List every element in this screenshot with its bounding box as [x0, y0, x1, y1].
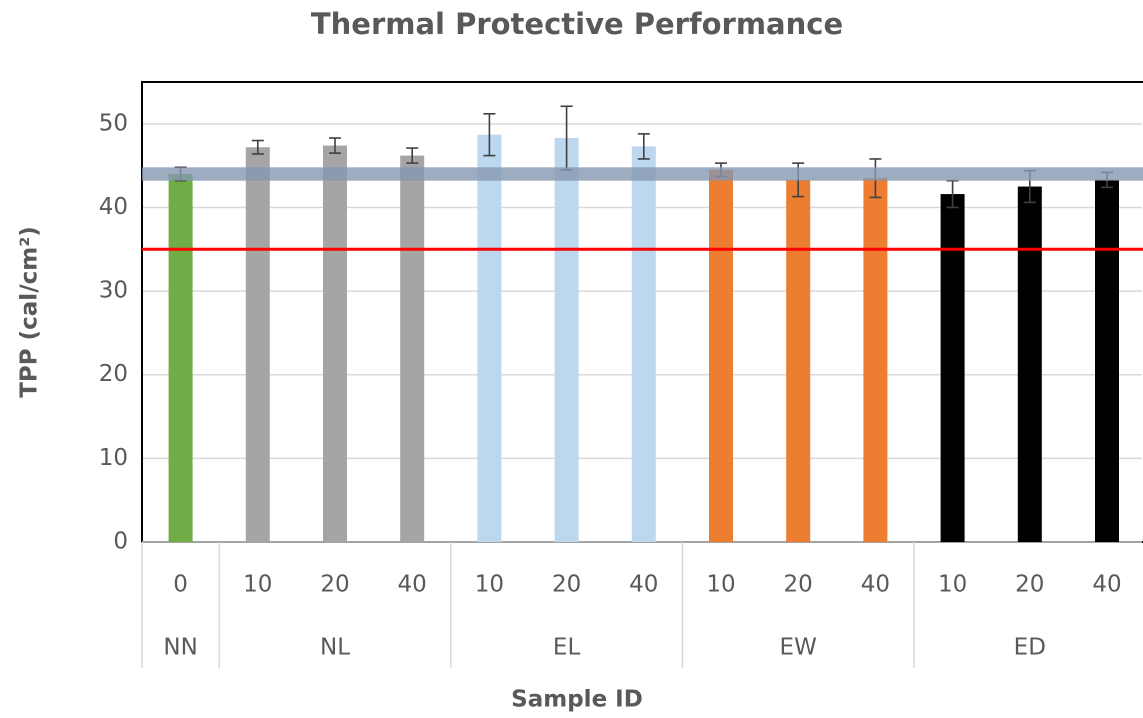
- x-tick-label: 40: [1092, 572, 1121, 598]
- bar: [245, 147, 270, 542]
- y-axis-title: TPP (cal/cm²): [17, 226, 43, 398]
- reference-band: [142, 167, 1143, 181]
- bar: [1095, 179, 1119, 542]
- group-label: NN: [163, 635, 197, 661]
- group-label: ED: [1014, 635, 1046, 661]
- bar: [554, 138, 579, 542]
- bar: [1017, 186, 1042, 542]
- bar: [709, 169, 733, 542]
- bar: [168, 174, 193, 542]
- x-tick-label: 20: [320, 572, 349, 598]
- bar: [863, 178, 888, 542]
- y-tick-label: 10: [99, 445, 128, 471]
- y-tick-label: 30: [99, 278, 128, 304]
- y-tick-label: 0: [113, 529, 128, 555]
- x-tick-label: 10: [938, 572, 967, 598]
- x-tick-label: 40: [629, 572, 658, 598]
- group-label: NL: [320, 635, 350, 661]
- x-tick-label: 10: [475, 572, 504, 598]
- x-tick-label: 20: [552, 572, 581, 598]
- y-tick-label: 40: [99, 194, 128, 220]
- x-tick-label: 20: [784, 572, 813, 598]
- chart-title: Thermal Protective Performance: [311, 7, 843, 41]
- x-tick-label: 40: [398, 572, 427, 598]
- bar: [631, 146, 656, 542]
- bar: [786, 179, 811, 542]
- group-label: EL: [553, 635, 581, 661]
- group-label: EW: [780, 635, 817, 661]
- x-tick-label: 10: [706, 572, 735, 598]
- bar: [323, 145, 347, 542]
- y-tick-label: 50: [99, 110, 128, 136]
- bar: [400, 155, 425, 542]
- bar: [940, 194, 965, 542]
- x-axis-title: Sample ID: [511, 687, 643, 713]
- bar: [477, 134, 502, 542]
- x-tick-label: 0: [173, 572, 188, 598]
- y-tick-label: 20: [99, 361, 128, 387]
- x-tick-label: 20: [1015, 572, 1044, 598]
- x-tick-label: 40: [861, 572, 890, 598]
- x-tick-label: 10: [243, 572, 272, 598]
